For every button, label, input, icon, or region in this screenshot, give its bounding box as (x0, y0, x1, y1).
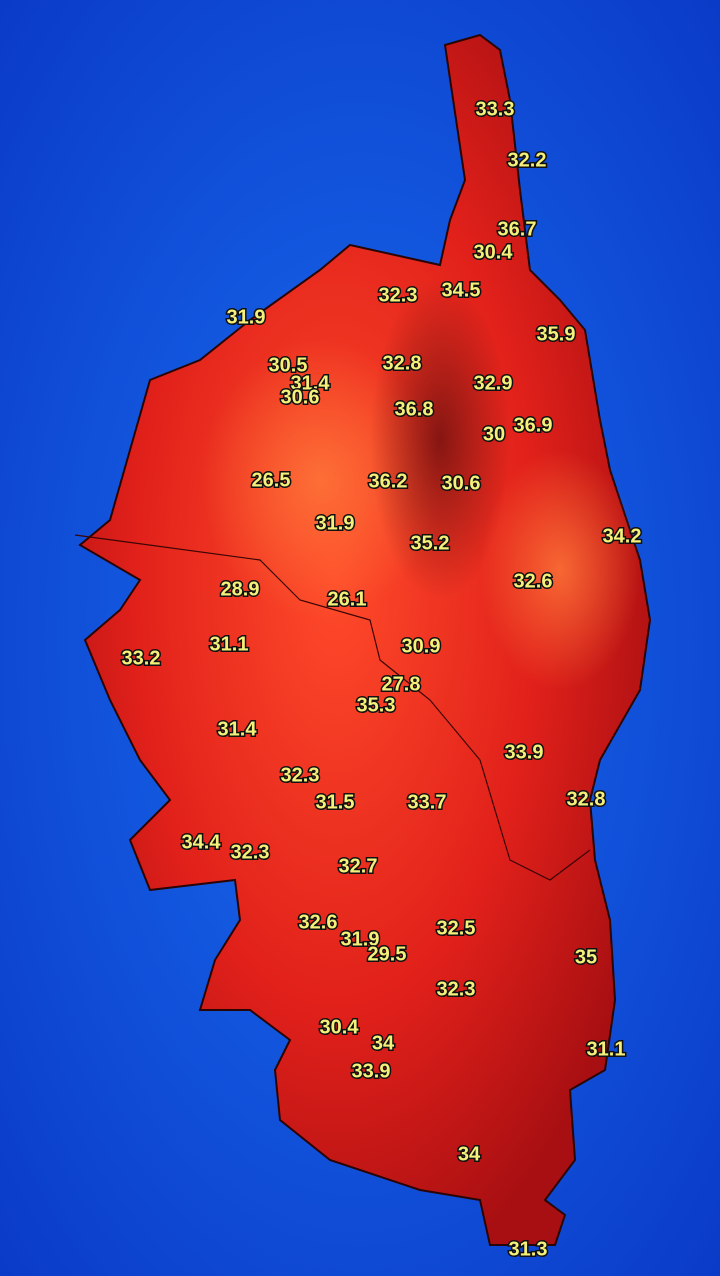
temperature-label: 35.9 (537, 323, 576, 345)
temperature-label: 31.5 (316, 791, 355, 813)
temperature-label: 34 (458, 1143, 481, 1165)
labels: 33.332.236.730.432.3 34.531.935.930.5 32.8… (120, 97, 643, 1262)
border-line (74, 534, 591, 881)
temperature-label: 33.9 (505, 741, 544, 763)
temperature-label: 31.9 (316, 512, 355, 534)
temperature-label: 31.9 (341, 928, 380, 950)
temperature-label: 33.3 (476, 98, 515, 120)
temperature-label: 36.7 (498, 218, 537, 240)
temperature-label: 34.4 (182, 831, 222, 853)
temperature-label: 32.5 (437, 917, 476, 939)
temperature-label: 30.4 (320, 1016, 360, 1038)
temperature-label: 26.1 (328, 588, 367, 610)
temperature-label: 29.5 (368, 943, 407, 965)
temperature-label: 30 (483, 423, 505, 445)
temperature-label: 26.5 (252, 469, 291, 491)
temperature-label: 32.3 (281, 764, 320, 786)
temperature-label: 32.9 (474, 372, 513, 394)
temperature-label: 33.7 (408, 791, 447, 813)
temperature-label: 32.2 (508, 149, 547, 171)
temperature-label: 34.5 (442, 279, 481, 301)
temperature-label: 32.3 (379, 284, 418, 306)
temperature-label: 32.8 (383, 352, 422, 374)
temperature-label: 30.4 (474, 241, 514, 263)
temperature-label: 32.7 (339, 855, 378, 877)
temperature-label: 34 (372, 1032, 395, 1054)
temperature-label: 35.3 (357, 694, 396, 716)
temperature-label: 30.6 (281, 386, 320, 408)
temperature-label: 34.2 (603, 525, 642, 547)
temperature-label: 28.9 (221, 578, 260, 600)
temperature-label: 27.8 (382, 673, 421, 695)
temperature-label: 30.9 (402, 635, 441, 657)
temperature-label: 30.5 (269, 354, 308, 376)
heat-zone (480, 450, 640, 690)
temperature-label: 31.1 (210, 633, 249, 655)
temperature-label: 33.9 (352, 1060, 391, 1082)
temperature-label: 35.2 (411, 532, 450, 554)
temperature-label: 31.3 (509, 1238, 548, 1260)
temperature-label: 33.2 (122, 647, 161, 669)
temperature-label: 32.6 (514, 570, 553, 592)
temperature-label: 30.6 (442, 472, 481, 494)
temperature-label: 32.8 (567, 788, 606, 810)
temperature-label: 32.3 (437, 978, 476, 1000)
temperature-label: 36.9 (514, 414, 553, 436)
temperature-label: 31.9 (227, 306, 266, 328)
temperature-label: 31.4 (218, 718, 258, 740)
temperature-label: 31.1 (587, 1038, 626, 1060)
mountain-zone (370, 280, 510, 600)
temperature-label: 32.6 (299, 911, 338, 933)
temperature-label: 35 (575, 946, 597, 968)
temperature-label: 36.2 (369, 470, 408, 492)
temperature-label: 32.3 (231, 841, 270, 863)
temperature-label: 36.8 (395, 398, 434, 420)
temperature-label: 31.4 (291, 372, 331, 394)
